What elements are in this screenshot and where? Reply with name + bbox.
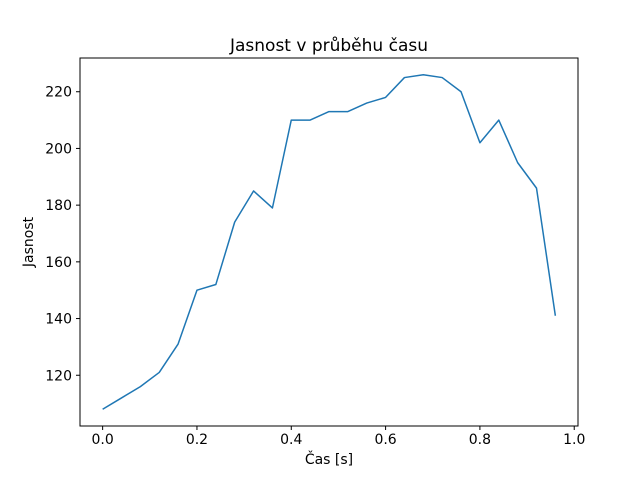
x-tick-label: 1.0 <box>563 432 585 448</box>
x-axis-label: Čas [s] <box>305 450 353 468</box>
chart-title: Jasnost v průběhu času <box>229 36 428 56</box>
line-series-jasnost <box>102 73 557 410</box>
x-tick-label: 0.4 <box>280 432 302 448</box>
y-axis-ticks: 120 140 160 180 200 220 <box>45 85 80 384</box>
y-tick-label: 200 <box>45 141 72 157</box>
x-axis-ticks: 0.0 0.2 0.4 0.6 0.8 1.0 <box>92 426 585 448</box>
y-tick-label: 140 <box>45 312 72 328</box>
y-tick-label: 220 <box>45 85 72 101</box>
x-tick-label: 0.0 <box>92 432 114 448</box>
y-tick-label: 120 <box>45 368 72 384</box>
y-axis-label: Jasnost <box>21 216 37 268</box>
x-tick-label: 0.2 <box>186 432 208 448</box>
x-tick-label: 0.8 <box>469 432 491 448</box>
x-tick-label: 0.6 <box>374 432 396 448</box>
y-tick-label: 180 <box>45 198 72 214</box>
plot-area <box>79 57 579 427</box>
y-tick-label: 160 <box>45 255 72 271</box>
